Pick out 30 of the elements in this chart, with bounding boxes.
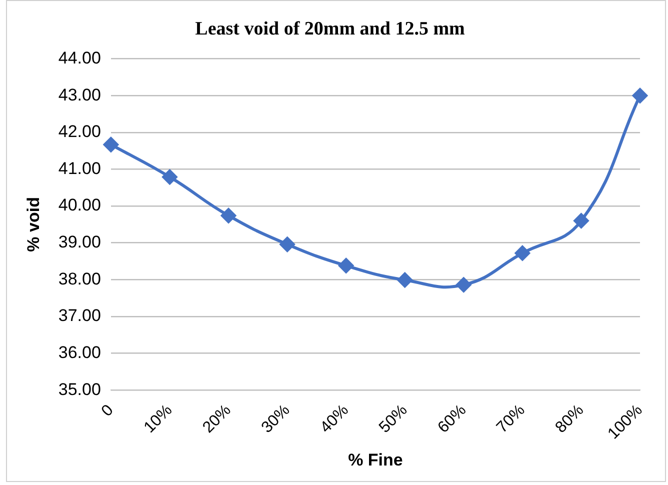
y-tick-label: 40.00 (58, 196, 101, 215)
x-tick-label: 0 (98, 402, 117, 420)
point (574, 213, 589, 228)
point (632, 88, 648, 104)
point (103, 137, 118, 152)
y-tick-label: 42.00 (58, 122, 101, 142)
y-axis-title: % void (24, 197, 43, 252)
y-tick-label: 39.00 (58, 232, 101, 252)
point (162, 169, 178, 184)
x-tick-label: 30% (258, 402, 294, 436)
point (514, 246, 530, 261)
y-tick-label: 41.00 (58, 158, 101, 178)
y-tick-label: 44.00 (58, 48, 101, 68)
x-tick-label: 70% (494, 402, 528, 436)
x-tick-label: 80% (552, 402, 588, 436)
point (280, 236, 295, 252)
x-axis-title: % Fine (348, 450, 403, 470)
point (338, 258, 354, 274)
y-tick-label: 37.00 (58, 306, 101, 326)
chart-title: Least void of 20mm and 12.5 mm (195, 18, 466, 40)
point (397, 272, 412, 288)
x-tick-label: 60% (434, 402, 470, 436)
y-tick-label: 43.00 (58, 85, 101, 104)
y-tick-label: 38.00 (58, 269, 101, 288)
y-tick-label: 36.00 (58, 342, 101, 362)
y-tick-label: 35.00 (58, 380, 101, 399)
point (221, 208, 236, 224)
point (456, 277, 472, 292)
x-tick-label: 50% (376, 402, 411, 436)
x-tick-label: 40% (317, 402, 352, 436)
